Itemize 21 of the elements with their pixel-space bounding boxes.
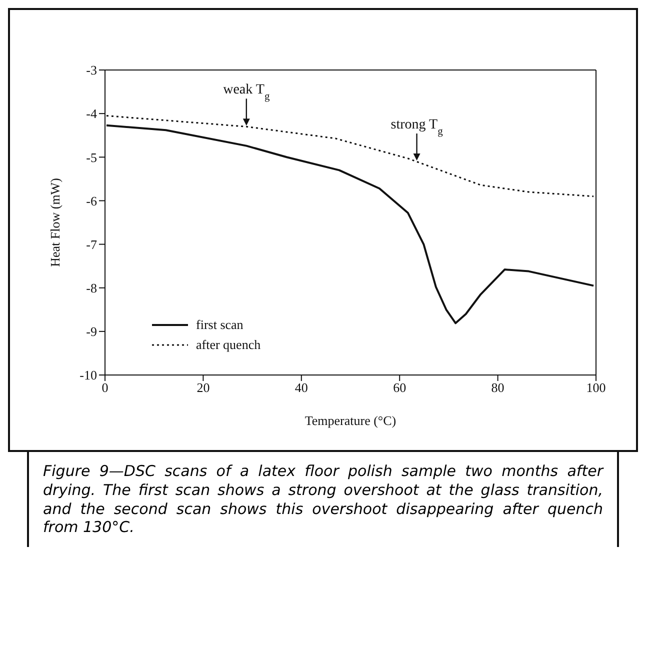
x-tick-label: 0 bbox=[102, 380, 108, 396]
legend-label: after quench bbox=[196, 337, 261, 353]
legend-label: first scan bbox=[196, 317, 244, 333]
x-tick-label: 80 bbox=[491, 380, 504, 396]
annotation: weak T$_{g}$ bbox=[223, 82, 270, 102]
y-axis-title: Heat Flow (mW) bbox=[48, 178, 63, 267]
y-tick-label: -9 bbox=[86, 324, 97, 340]
x-tick-label: 100 bbox=[586, 380, 606, 396]
y-tick-label: -4 bbox=[86, 106, 98, 122]
y-tick-label: -8 bbox=[86, 280, 97, 296]
y-tick-label: -10 bbox=[80, 368, 97, 383]
y-tick-label: -6 bbox=[86, 193, 98, 208]
y-tick-label: -7 bbox=[86, 236, 98, 252]
caption: Figure 9—DSC scans of a latex floor polish sample two months after drying. The first scan shows a strong overshoot at the glass transition, and the second scan shows this overshoot disappearing after quench from 130°C. bbox=[27, 450, 619, 547]
y-tick-label: -3 bbox=[86, 62, 97, 78]
x-axis-title: Temperature (°C) bbox=[304, 413, 396, 428]
x-tick-label: 40 bbox=[294, 380, 308, 396]
annotation: strong T$_{g}$ bbox=[390, 118, 444, 137]
x-tick-label: 20 bbox=[196, 380, 210, 396]
y-tick-label: -5 bbox=[86, 150, 97, 165]
x-tick-label: 60 bbox=[393, 380, 406, 396]
